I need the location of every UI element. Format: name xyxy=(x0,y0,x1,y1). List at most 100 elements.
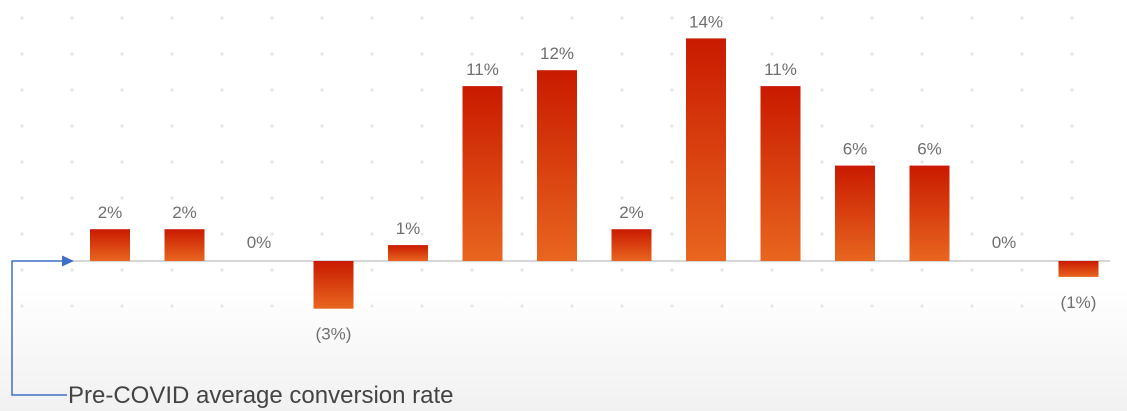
grid-dot xyxy=(20,88,24,92)
grid-dot xyxy=(870,268,874,272)
grid-dot xyxy=(870,88,874,92)
grid-dot xyxy=(220,268,224,272)
grid-dot xyxy=(470,16,474,20)
grid-dot xyxy=(920,160,924,164)
grid-dot xyxy=(20,196,24,200)
grid-dot xyxy=(70,160,74,164)
grid-dot xyxy=(570,52,574,56)
grid-dot xyxy=(370,304,374,308)
grid-dot xyxy=(1070,88,1074,92)
grid-dot xyxy=(920,268,924,272)
bar xyxy=(835,165,875,261)
data-label: 2% xyxy=(98,203,123,222)
grid-dot xyxy=(520,232,524,236)
grid-dot xyxy=(70,88,74,92)
bars xyxy=(90,38,1099,309)
grid-dot xyxy=(120,160,124,164)
bar xyxy=(537,70,577,261)
grid-dot xyxy=(820,232,824,236)
grid-dot xyxy=(20,268,24,272)
grid-dot xyxy=(1020,232,1024,236)
grid-dot xyxy=(970,124,974,128)
grid-dot xyxy=(220,304,224,308)
bar xyxy=(1058,261,1099,277)
bar xyxy=(611,229,652,261)
grid-dot xyxy=(920,52,924,56)
grid-dot xyxy=(520,196,524,200)
grid-dot xyxy=(920,304,924,308)
grid-dot xyxy=(20,160,24,164)
grid-dot xyxy=(70,232,74,236)
grid-dot xyxy=(20,52,24,56)
grid-dot xyxy=(120,304,124,308)
grid-dot xyxy=(120,196,124,200)
data-label: 11% xyxy=(764,60,797,79)
bar xyxy=(686,38,726,262)
grid-dot xyxy=(970,16,974,20)
grid-dot xyxy=(670,304,674,308)
grid-dot xyxy=(920,88,924,92)
data-label: 1% xyxy=(396,219,421,238)
grid-dot xyxy=(970,52,974,56)
grid-dot xyxy=(670,16,674,20)
grid-dot xyxy=(870,124,874,128)
grid-dot xyxy=(170,16,174,20)
grid-dot xyxy=(570,16,574,20)
annotation: Pre-COVID average conversion rate xyxy=(11,255,454,409)
grid-dot xyxy=(870,304,874,308)
grid-dot xyxy=(570,304,574,308)
grid-dot xyxy=(520,88,524,92)
data-label: 14% xyxy=(689,12,723,31)
grid-dot xyxy=(620,124,624,128)
grid-dot xyxy=(520,304,524,308)
grid-dot xyxy=(520,268,524,272)
grid-dot xyxy=(270,88,274,92)
grid-dot xyxy=(870,160,874,164)
grid-dot xyxy=(620,304,624,308)
grid-dot xyxy=(670,232,674,236)
grid-dot xyxy=(370,232,374,236)
data-label: 6% xyxy=(917,140,942,159)
data-label: 11% xyxy=(466,60,499,79)
grid-dot xyxy=(20,124,24,128)
grid-dot xyxy=(1070,304,1074,308)
grid-dot xyxy=(70,196,74,200)
grid-dot xyxy=(670,88,674,92)
grid-dot xyxy=(270,52,274,56)
grid-dot xyxy=(620,52,624,56)
grid-dot xyxy=(620,160,624,164)
grid-dot xyxy=(820,196,824,200)
grid-dot xyxy=(420,232,424,236)
grid-dot xyxy=(220,160,224,164)
grid-dot xyxy=(320,124,324,128)
bar xyxy=(164,229,205,261)
grid-dot xyxy=(320,160,324,164)
grid-dot xyxy=(970,268,974,272)
grid-dot xyxy=(420,52,424,56)
grid-dot xyxy=(920,16,924,20)
grid-dot xyxy=(420,124,424,128)
grid-dot xyxy=(1070,16,1074,20)
grid-dot xyxy=(420,196,424,200)
grid-dot xyxy=(570,268,574,272)
grid-dot xyxy=(1070,124,1074,128)
grid-dot xyxy=(420,304,424,308)
grid-dot xyxy=(270,124,274,128)
grid-dot xyxy=(220,88,224,92)
grid-dot xyxy=(270,16,274,20)
grid-dot xyxy=(820,52,824,56)
grid-dot xyxy=(370,16,374,20)
grid-dot xyxy=(470,304,474,308)
grid-dot xyxy=(1020,124,1024,128)
grid-dot xyxy=(620,88,624,92)
grid-dot xyxy=(620,196,624,200)
dot-grid xyxy=(20,16,1074,308)
grid-dot xyxy=(670,124,674,128)
grid-dot xyxy=(170,124,174,128)
grid-dot xyxy=(970,196,974,200)
grid-dot xyxy=(670,268,674,272)
grid-dot xyxy=(270,304,274,308)
grid-dot xyxy=(820,160,824,164)
bar xyxy=(388,245,428,261)
grid-dot xyxy=(770,16,774,20)
